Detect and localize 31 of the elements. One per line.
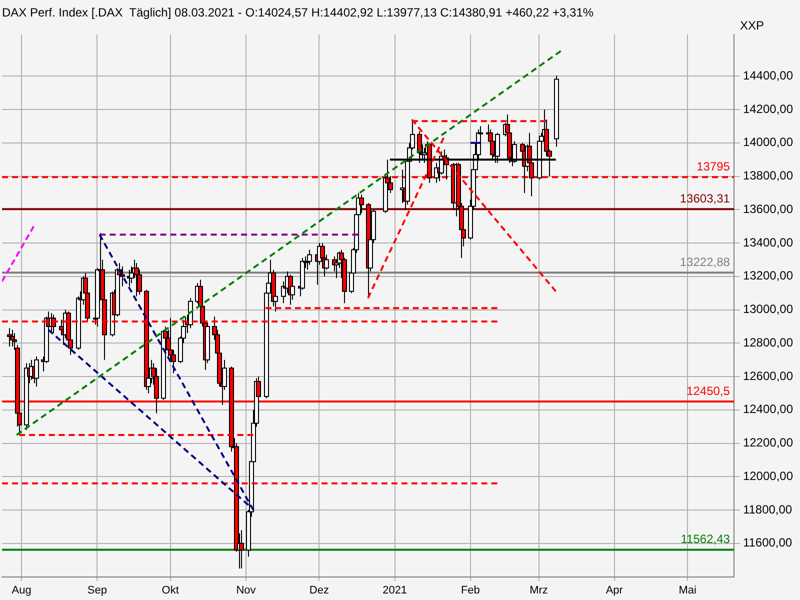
ref-line-label: 12450,5 [686,384,730,398]
y-tick-label: 13000,00 [742,302,794,316]
y-tick-label: 12400,00 [742,402,794,416]
y-tick-label: 12800,00 [742,335,794,350]
y-axis-title: XXP [740,18,764,33]
x-tick-label: 2021 [382,584,408,596]
x-tick-label: Mai [678,584,696,596]
x-tick-label: Dez [309,584,329,596]
x-tick-label: Okt [162,584,179,596]
y-tick-label: 12000,00 [742,468,794,483]
y-tick-label: 11800,00 [742,502,792,516]
y-tick-label: 14200,00 [742,102,794,116]
y-tick-label: 13200,00 [742,268,794,283]
chart-title: DAX Perf. Index [.DAX Täglich] 08.03.2021 - O:14024,57 H:14402,92 L:13977,13 C:14380,91 +460,22 +3,31% [2,6,594,20]
y-tick-label: 14400,00 [742,68,794,82]
x-tick-label: Feb [460,584,480,596]
x-tick-label: Apr [606,584,624,596]
x-tick-label: Nov [236,584,256,596]
ref-line-label: 11562,43 [680,532,730,546]
x-tick-label: Aug [12,584,32,596]
y-tick-label: 12200,00 [742,436,794,450]
y-tick-label: 14000,00 [742,135,794,150]
x-tick-label: Sep [87,584,107,596]
y-tick-label: 12600,00 [742,368,794,383]
ref-line-label: 13795 [696,159,730,174]
y-tick-label: 13800,00 [742,168,794,183]
y-tick-label: 13600,00 [742,202,794,216]
y-tick-label: 11600,00 [742,536,792,550]
y-tick-label: 13400,00 [742,235,794,250]
x-tick-label: Mrz [530,584,548,596]
ref-line-label: 13603,31 [680,191,730,206]
